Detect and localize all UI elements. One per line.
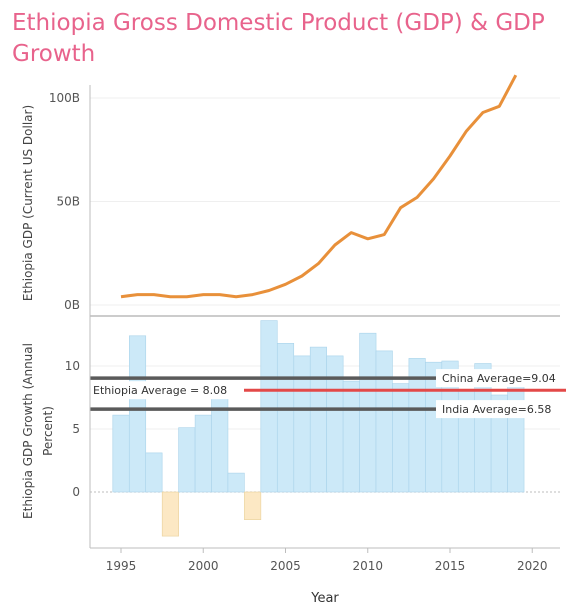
- growth-bar-2011: [375, 350, 393, 493]
- growth-y-tick-label: 10: [65, 359, 80, 373]
- gdp-y-axis-label: Ethiopia GDP (Current US Dollar): [21, 105, 35, 301]
- growth-y-axis-label: Ethiopia GDP Growth (Annual: [21, 343, 35, 519]
- growth-bar-2000: [194, 414, 212, 493]
- growth-bar-1999: [178, 427, 196, 493]
- growth-bar-2001: [211, 387, 229, 493]
- growth-pane: Ethiopia GDP Growth (Annual Percent) 0 5 1…: [21, 320, 566, 537]
- chart-title: Ethiopia Gross Domestic Product (GDP) & …: [12, 10, 545, 67]
- x-tick-label: 2020: [517, 559, 548, 573]
- growth-bar-1996: [129, 335, 147, 493]
- growth-bar-2009: [342, 380, 360, 493]
- x-axis-label: Year: [310, 591, 339, 606]
- reference-label-bg: [90, 381, 242, 400]
- growth-bar-2019: [507, 378, 525, 493]
- x-tick-label: 2015: [435, 559, 466, 573]
- reference-label-bg: [436, 369, 566, 388]
- growth-bar-2002: [227, 472, 245, 493]
- gdp-y-tick-label: 50B: [56, 195, 80, 209]
- gdp-pane: Ethiopia GDP (Current US Dollar) 0B 50B 10…: [21, 74, 560, 312]
- growth-y-axis-label-line2: Percent): [41, 406, 55, 456]
- growth-y-tick-label: 0: [72, 485, 80, 499]
- growth-bar-1997: [145, 452, 163, 493]
- growth-bar-2008: [326, 355, 344, 493]
- growth-bar-2007: [309, 346, 327, 493]
- x-axis: 1995 2000 2005 2010 2015 2020: [106, 548, 548, 573]
- reference-label-bg: [436, 400, 566, 419]
- growth-bar-1995: [112, 414, 130, 493]
- growth-bar-1998: [161, 491, 179, 537]
- chart-frame: [89, 85, 560, 549]
- growth-bar-2005: [276, 342, 295, 493]
- gdp-y-tick-label: 100B: [49, 91, 80, 105]
- growth-bar-2010: [359, 332, 377, 493]
- growth-y-tick-label: 5: [72, 422, 80, 436]
- x-tick-label: 2000: [188, 559, 219, 573]
- reference-label-2: India Average=6.58: [442, 403, 551, 416]
- growth-bar-2006: [293, 355, 311, 493]
- reference-label-0: China Average=9.04: [442, 372, 556, 385]
- growth-bar-2003: [244, 491, 262, 521]
- growth-bar-2012: [392, 383, 410, 493]
- x-tick-label: 2005: [270, 559, 301, 573]
- growth-bar-2004: [260, 320, 278, 493]
- gdp-series-line: [120, 74, 518, 299]
- x-tick-label: 1995: [106, 559, 137, 573]
- reference-label-ethiopia: Ethiopia Average = 8.08: [93, 384, 227, 397]
- x-tick-label: 2010: [352, 559, 383, 573]
- gdp-y-tick-label: 0B: [64, 298, 80, 312]
